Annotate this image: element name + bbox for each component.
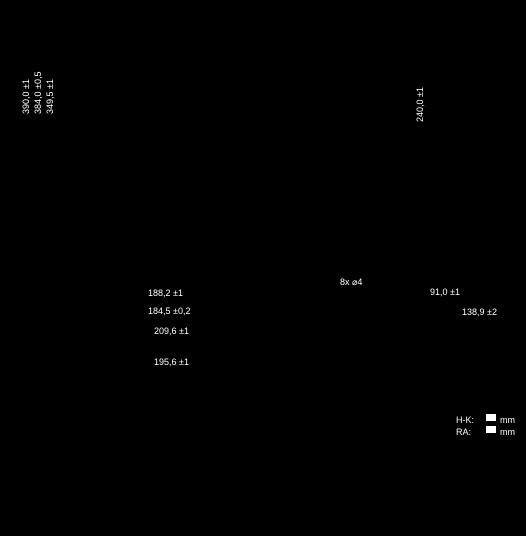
dim-label-d2: 184,5 ±0,2 <box>148 307 190 316</box>
dim-label-d4: 195,6 ±1 <box>154 358 189 367</box>
legend-label-L1: H-K: <box>456 416 474 425</box>
dim-label-a2: 384,0 ±0,5 <box>34 72 43 114</box>
legend-unit-L2: mm <box>500 428 515 437</box>
dim-label-e2: 138,9 ±2 <box>462 308 497 317</box>
dim-label-b1: 240,0 ±1 <box>416 87 425 122</box>
legend-swatch-L2 <box>486 426 496 433</box>
legend-unit-L1: mm <box>500 416 515 425</box>
dim-label-a3: 349,5 ±1 <box>46 79 55 114</box>
dim-label-d1: 188,2 ±1 <box>148 289 183 298</box>
dim-label-a1: 390,0 ±1 <box>22 79 31 114</box>
dim-label-c1: 8x ⌀4 <box>340 278 362 287</box>
legend-swatch-L1 <box>486 414 496 421</box>
dim-label-e1: 91,0 ±1 <box>430 288 460 297</box>
dim-label-d3: 209,6 ±1 <box>154 327 189 336</box>
legend-label-L2: RA: <box>456 428 471 437</box>
